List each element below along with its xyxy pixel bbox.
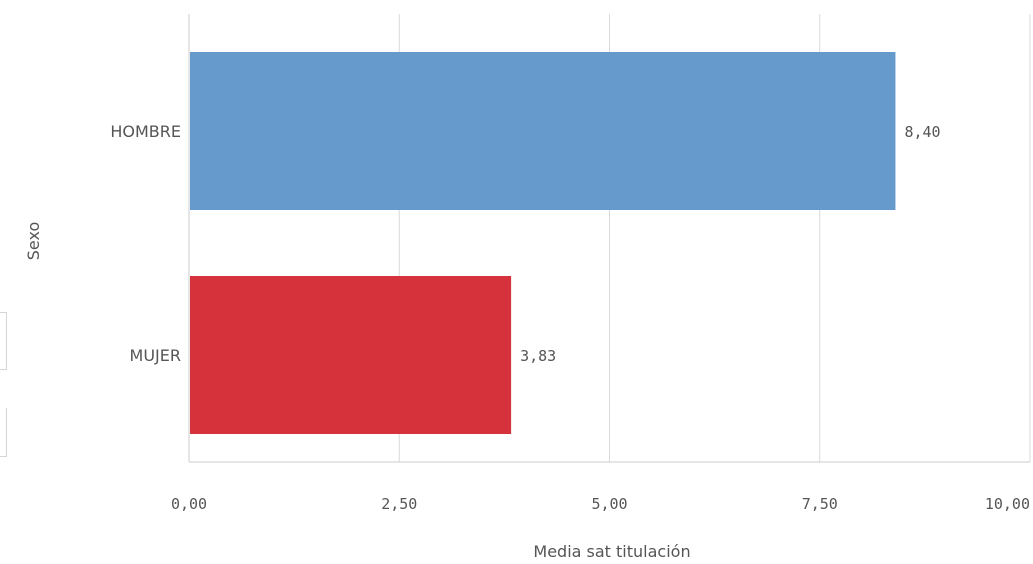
x-tick-label: 0,00 — [171, 495, 207, 513]
data-label: 8,40 — [904, 123, 940, 141]
x-tick-label: 7,50 — [802, 495, 838, 513]
x-axis-title: Media sat titulación — [533, 542, 690, 561]
category-label: HOMBRE — [110, 122, 181, 141]
category-label: MUJER — [130, 346, 181, 365]
bar-hombre[interactable] — [190, 52, 896, 210]
side-panel-edge — [0, 312, 7, 370]
data-label: 3,83 — [520, 347, 556, 365]
x-tick-label: 5,00 — [591, 495, 627, 513]
x-tick-label: 10,00 — [985, 495, 1030, 513]
data-labels: 8,40 3,83 — [520, 123, 940, 365]
side-panel-edge-lower — [0, 408, 7, 457]
y-axis-title: Sexo — [24, 222, 43, 260]
x-tick-labels: 0,00 2,50 5,00 7,50 10,00 — [171, 495, 1030, 513]
x-tick-label: 2,50 — [381, 495, 417, 513]
bar-mujer[interactable] — [190, 276, 512, 434]
axes — [188, 14, 1030, 463]
bars — [190, 52, 896, 434]
category-labels: HOMBRE MUJER — [110, 122, 181, 365]
